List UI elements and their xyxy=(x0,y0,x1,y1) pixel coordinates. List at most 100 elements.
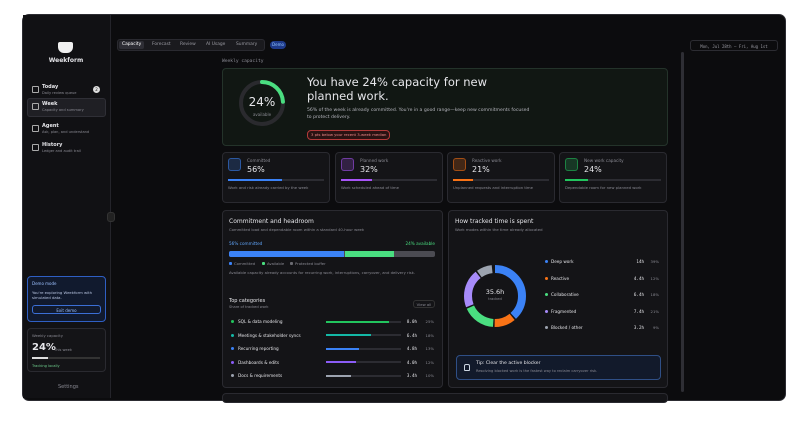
category-hours: 4.0h xyxy=(406,359,417,365)
commitment-note: Available capacity already accounts for … xyxy=(229,270,416,275)
category-share: 18% xyxy=(425,332,434,338)
donut-segment xyxy=(464,265,526,327)
stat-bar-fill xyxy=(565,179,589,181)
category-name: Recurring reporting xyxy=(238,346,279,351)
capacity-card xyxy=(27,328,106,372)
nav-icon xyxy=(32,144,39,151)
nav-title[interactable]: Today xyxy=(42,84,59,90)
mode-share: 21% xyxy=(650,308,659,314)
category-hours: 3.4h xyxy=(406,373,417,378)
exit-demo-button[interactable]: Exit demo xyxy=(32,305,101,314)
view-all-button[interactable]: View all xyxy=(413,300,435,308)
category-fill xyxy=(326,374,351,377)
donut-caption: tracked xyxy=(488,297,502,301)
stat-card xyxy=(447,152,555,203)
category-track xyxy=(326,361,401,363)
stat-value: 21% xyxy=(472,165,490,174)
category-name: Docs & requirements xyxy=(238,373,283,378)
hero-badge: 3 pts below your recent 3-week median xyxy=(307,130,391,140)
mode-name: Fragmented xyxy=(551,308,577,314)
stat-label: New work capacity xyxy=(584,158,624,163)
nav-icon xyxy=(32,86,39,93)
nav-subtitle: Capacity and summary xyxy=(42,108,84,112)
commitment-subtitle: Committed load and dependable room withi… xyxy=(229,227,365,232)
capacity-status: Tracking locally xyxy=(32,364,60,368)
nav-title[interactable]: Week xyxy=(42,101,58,107)
capacity-caption: This week xyxy=(54,348,72,352)
tab-bar xyxy=(117,39,265,51)
mode-dot xyxy=(545,293,548,296)
tip-icon xyxy=(464,364,470,371)
category-share: 25% xyxy=(425,319,434,324)
mode-dot xyxy=(545,309,548,313)
demo-badge: Demo xyxy=(270,41,286,49)
available-segment xyxy=(345,251,394,257)
nav-title[interactable]: Agent xyxy=(42,123,59,129)
commitment-title: Commitment and headroom xyxy=(229,218,314,225)
category-hours: 8.0h xyxy=(406,319,417,324)
brand-name: Weekform xyxy=(48,57,84,64)
category-dot xyxy=(231,374,234,377)
mode-name: Collaborative xyxy=(551,292,579,297)
mode-hours: 7.4h xyxy=(633,308,644,314)
tab[interactable]: Review xyxy=(180,42,196,47)
capacity-bar-fill xyxy=(32,357,49,359)
date-range[interactable]: Mon, Jul 28th – Fri, Aug 1st xyxy=(690,40,778,51)
scrollbar xyxy=(681,52,684,392)
nav-badge: 2 xyxy=(93,86,100,93)
hero-ring xyxy=(239,80,285,126)
commitment-card xyxy=(222,210,443,388)
tip-box xyxy=(456,355,661,380)
stat-bar xyxy=(565,179,661,181)
tab[interactable]: Capacity xyxy=(119,41,145,49)
category-name: Dashboards & edits xyxy=(238,359,280,365)
nav-subtitle: Daily review queue xyxy=(42,91,77,95)
stat-caption: Work and risk already carried by the wee… xyxy=(228,185,309,190)
stat-label: Committed xyxy=(247,158,271,163)
mode-name: Deep work xyxy=(551,259,574,264)
nav-icon xyxy=(32,103,39,110)
category-dot xyxy=(231,320,234,323)
stat-caption: Dependable room for new planned work xyxy=(565,185,642,190)
nav-active[interactable] xyxy=(27,98,106,117)
stat-value: 56% xyxy=(247,165,265,174)
category-share: 13% xyxy=(425,346,434,351)
hero-card xyxy=(222,68,668,146)
category-hours: 6.4h xyxy=(406,332,417,338)
nav-title[interactable]: History xyxy=(42,142,63,148)
tab[interactable]: AI Usage xyxy=(206,42,226,47)
donut-segment xyxy=(464,265,526,327)
category-hours: 4.8h xyxy=(406,346,417,351)
legend-label: Committed xyxy=(234,261,256,266)
settings-link[interactable]: Settings xyxy=(58,384,79,390)
stat-value: 32% xyxy=(360,165,378,174)
donut-chart xyxy=(464,265,526,327)
mode-share: 9% xyxy=(652,325,659,330)
category-track xyxy=(326,374,401,377)
nav-subtitle: Ask, plan, and understand xyxy=(42,130,90,134)
category-share: 10% xyxy=(425,373,434,378)
tab[interactable]: Summary xyxy=(236,42,258,47)
mode-share: 18% xyxy=(650,292,659,297)
stat-value: 24% xyxy=(584,165,602,174)
category-dot xyxy=(231,333,234,337)
nav-icon xyxy=(32,125,39,132)
brand-logo xyxy=(58,42,73,53)
stat-bar xyxy=(341,179,437,181)
tab[interactable]: Forecast xyxy=(152,42,171,47)
donut-total: 35.6h xyxy=(485,288,505,296)
nav-subtitle: Ledger and audit trail xyxy=(42,149,81,153)
category-track xyxy=(326,347,401,350)
tip-text: Resolving blocked work is the fastest wa… xyxy=(476,369,598,373)
time-subtitle: Work modes within the time already alloc… xyxy=(455,227,543,232)
stat-icon xyxy=(341,158,354,171)
hero-value-caption: available xyxy=(252,112,272,117)
section-label: Weekly capacity xyxy=(222,59,264,64)
ring-fill xyxy=(239,80,285,126)
legend-swatch xyxy=(290,262,293,265)
time-title: How tracked time is spent xyxy=(455,218,534,225)
capacity-bar xyxy=(32,357,100,359)
category-name: Meetings & stakeholder syncs xyxy=(238,332,301,338)
demo-title: Demo mode xyxy=(32,281,57,286)
